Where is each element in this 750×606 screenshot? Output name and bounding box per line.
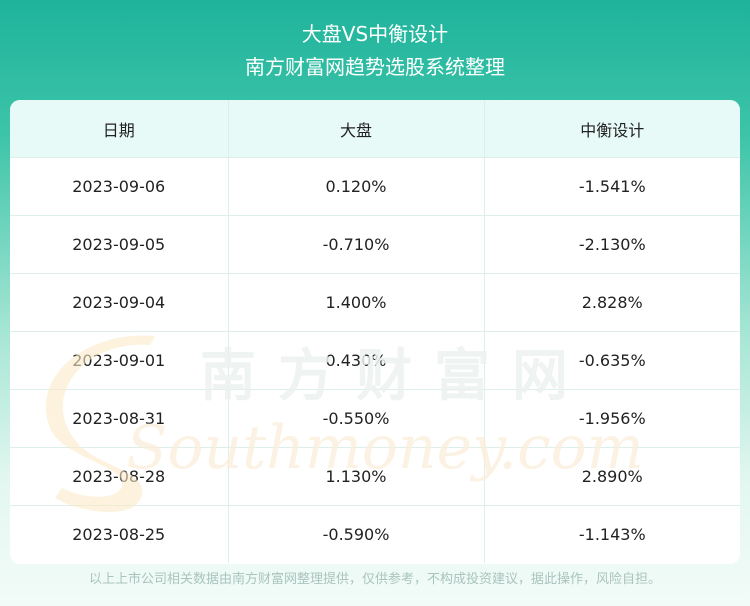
stock-change-cell: -2.130% (484, 215, 740, 274)
market-change-cell: -0.550% (228, 389, 485, 448)
column-header-market: 大盘 (228, 100, 485, 158)
market-change-cell: -0.710% (228, 215, 485, 274)
stock-change-cell: -1.143% (578, 525, 646, 544)
date-cell: 2023-09-06 (10, 157, 229, 216)
market-change-cell: 0.430% (228, 331, 485, 390)
date-cell: 2023-08-31 (10, 389, 229, 448)
table-row: 2023-09-04 1.400% 2.828% (10, 273, 740, 332)
stock-change-cell: -1.541% (484, 157, 740, 216)
market-change-cell: 1.130% (228, 447, 485, 506)
table-row: 2023-08-28 1.130% 2.890% (10, 447, 740, 506)
table-row: 2023-08-25 -0.590% -1.143% (10, 505, 740, 563)
table-row: 2023-09-06 0.120% -1.541% (10, 157, 740, 216)
date-cell: 2023-08-25 (10, 505, 229, 563)
market-change-cell: 1.400% (228, 273, 485, 332)
stock-change-cell: 2.890% (484, 447, 740, 506)
comparison-table-card: 日期 大盘 中衡设计 2023-09-06 0.120% -1.541% 202… (10, 100, 740, 564)
stock-change-cell: -0.635% (484, 331, 740, 390)
table-row: 2023-09-05 -0.710% -2.130% (10, 215, 740, 274)
date-cell: 2023-08-28 (10, 447, 229, 506)
date-cell: 2023-09-04 (10, 273, 229, 332)
table-row: 2023-09-01 0.430% -0.635% (10, 331, 740, 390)
date-cell: 2023-09-05 (10, 215, 229, 274)
comparison-table: 日期 大盘 中衡设计 2023-09-06 0.120% -1.541% 202… (10, 100, 740, 563)
stock-change-cell: -1.956% (484, 389, 740, 448)
market-change-cell: 0.120% (228, 157, 485, 216)
table-header-row: 日期 大盘 中衡设计 (10, 100, 740, 158)
disclaimer-footer: 以上上市公司相关数据由南方财富网整理提供，仅供参考，不构成投资建议，据此操作，风… (88, 572, 661, 587)
column-header-stock: 中衡设计 (484, 100, 740, 158)
market-change-cell: -0.590% (228, 505, 485, 563)
column-header-date: 日期 (10, 100, 229, 158)
date-cell: 2023-09-01 (10, 331, 229, 390)
table-row: 2023-08-31 -0.550% -1.956% (10, 389, 740, 448)
page-title: 大盘VS中衡设计 (301, 22, 449, 46)
header: 大盘VS中衡设计 南方财富网趋势选股系统整理 (0, 0, 750, 100)
page-subtitle: 南方财富网趋势选股系统整理 (245, 55, 505, 79)
stock-change-cell: 2.828% (484, 273, 740, 332)
